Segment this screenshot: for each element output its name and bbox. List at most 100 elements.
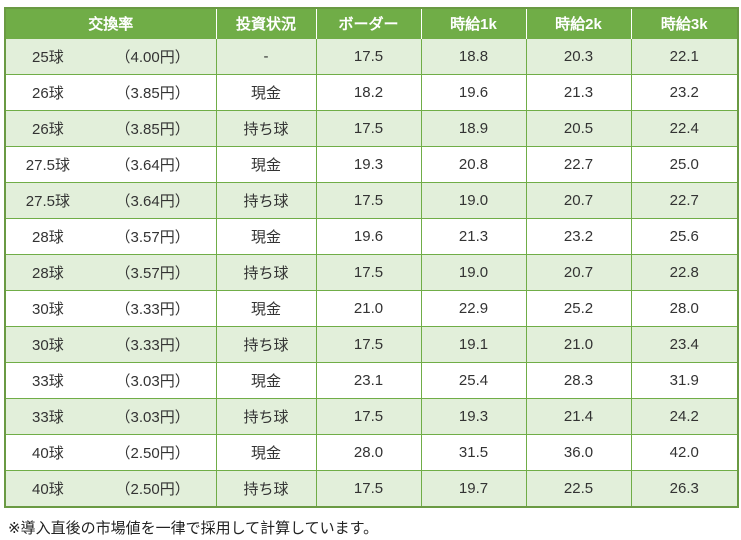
cell-wage-3k: 22.4 (630, 110, 739, 147)
table-row: 26球 （3.85円） 持ち球 17.5 18.9 20.5 22.4 (4, 110, 739, 147)
cell-wage-1k: 19.3 (420, 398, 527, 435)
cell-border: 19.6 (315, 218, 422, 255)
cell-wage-1k: 31.5 (420, 434, 527, 471)
exchange-rate-balls: 40球 (32, 445, 64, 462)
exchange-rate-yen: （2.50円） (115, 481, 190, 498)
cell-wage-3k: 25.0 (630, 146, 739, 183)
exchange-rate-yen: （3.64円） (115, 157, 190, 174)
cell-wage-3k: 26.3 (630, 470, 739, 508)
cell-exchange-rate: 33球 （3.03円） (4, 362, 217, 399)
cell-wage-2k: 22.5 (525, 470, 632, 508)
exchange-rate-yen: （3.85円） (115, 121, 190, 138)
table-row: 33球 （3.03円） 持ち球 17.5 19.3 21.4 24.2 (4, 398, 739, 435)
cell-border: 21.0 (315, 290, 422, 327)
cell-wage-2k: 22.7 (525, 146, 632, 183)
cell-border: 17.5 (315, 110, 422, 147)
table-row: 33球 （3.03円） 現金 23.1 25.4 28.3 31.9 (4, 362, 739, 399)
cell-investment-status: 現金 (215, 362, 317, 399)
table-header: 交換率 投資状況 ボーダー 時給1k 時給2k 時給3k (5, 8, 738, 39)
cell-investment-status: 持ち球 (215, 110, 317, 147)
cell-exchange-rate: 28球 （3.57円） (4, 254, 217, 291)
table-row: 30球 （3.33円） 現金 21.0 22.9 25.2 28.0 (4, 290, 739, 327)
cell-border: 17.5 (315, 254, 422, 291)
cell-exchange-rate: 33球 （3.03円） (4, 398, 217, 435)
cell-wage-3k: 22.1 (630, 38, 739, 75)
table-row: 30球 （3.33円） 持ち球 17.5 19.1 21.0 23.4 (4, 326, 739, 363)
cell-wage-2k: 23.2 (525, 218, 632, 255)
cell-wage-2k: 20.5 (525, 110, 632, 147)
cell-wage-1k: 19.0 (420, 182, 527, 219)
footnote: ※導入直後の市場値を一律で採用して計算しています。 (8, 520, 379, 537)
cell-investment-status: - (215, 38, 317, 75)
exchange-rate-yen: （3.33円） (115, 337, 190, 354)
col-header-investment-status: 投資状況 (215, 8, 316, 39)
cell-exchange-rate: 26球 （3.85円） (4, 110, 217, 147)
cell-wage-1k: 18.8 (420, 38, 527, 75)
exchange-rate-balls: 33球 (32, 409, 64, 426)
cell-wage-2k: 20.7 (525, 254, 632, 291)
exchange-rate-balls: 28球 (32, 265, 64, 282)
cell-exchange-rate: 27.5球 （3.64円） (4, 146, 217, 183)
cell-wage-1k: 22.9 (420, 290, 527, 327)
cell-wage-2k: 21.0 (525, 326, 632, 363)
cell-border: 18.2 (315, 74, 422, 111)
cell-wage-2k: 20.7 (525, 182, 632, 219)
exchange-rate-yen: （3.33円） (115, 301, 190, 318)
header-row: 交換率 投資状況 ボーダー 時給1k 時給2k 時給3k (5, 8, 738, 39)
cell-investment-status: 現金 (215, 146, 317, 183)
cell-wage-2k: 25.2 (525, 290, 632, 327)
cell-investment-status: 持ち球 (215, 398, 317, 435)
exchange-rate-balls: 33球 (32, 373, 64, 390)
col-header-wage-2k: 時給2k (525, 8, 631, 39)
col-header-border: ボーダー (315, 8, 421, 39)
cell-wage-3k: 22.8 (630, 254, 739, 291)
cell-wage-3k: 23.4 (630, 326, 739, 363)
table-body: 25球 （4.00円） -17.5 18.8 20.3 22.1 26球 （3.85円） 現金 1… (4, 38, 739, 508)
cell-wage-3k: 42.0 (630, 434, 739, 471)
cell-exchange-rate: 40球 （2.50円） (4, 434, 217, 471)
cell-wage-1k: 21.3 (420, 218, 527, 255)
exchange-rate-yen: （3.03円） (115, 373, 190, 390)
exchange-rate-yen: （3.64円） (115, 193, 190, 210)
cell-wage-3k: 22.7 (630, 182, 739, 219)
cell-wage-2k: 20.3 (525, 38, 632, 75)
col-header-wage-3k: 時給3k (630, 8, 738, 39)
cell-wage-2k: 21.3 (525, 74, 632, 111)
cell-wage-3k: 25.6 (630, 218, 739, 255)
cell-exchange-rate: 27.5球 （3.64円） (4, 182, 217, 219)
cell-wage-1k: 19.6 (420, 74, 527, 111)
table-row: 27.5球 （3.64円） 現金 19.3 20.8 22.7 25.0 (4, 146, 739, 183)
cell-wage-1k: 19.0 (420, 254, 527, 291)
exchange-rate-yen: （3.85円） (115, 85, 190, 102)
table-row: 26球 （3.85円） 現金 18.2 19.6 21.3 23.2 (4, 74, 739, 111)
cell-investment-status: 持ち球 (215, 326, 317, 363)
exchange-rate-yen: （4.00円） (115, 49, 190, 66)
cell-wage-3k: 31.9 (630, 362, 739, 399)
cell-wage-1k: 20.8 (420, 146, 527, 183)
exchange-rate-balls: 27.5球 (25, 193, 70, 210)
cell-investment-status: 持ち球 (215, 470, 317, 508)
cell-wage-3k: 28.0 (630, 290, 739, 327)
cell-border: 23.1 (315, 362, 422, 399)
table-row: 25球 （4.00円） -17.5 18.8 20.3 22.1 (4, 38, 739, 75)
col-header-exchange-rate: 交換率 (5, 8, 216, 39)
cell-exchange-rate: 26球 （3.85円） (4, 74, 217, 111)
cell-investment-status: 持ち球 (215, 182, 317, 219)
table-row: 28球 （3.57円） 持ち球 17.5 19.0 20.7 22.8 (4, 254, 739, 291)
exchange-rate-yen: （2.50円） (115, 445, 190, 462)
cell-border: 17.5 (315, 470, 422, 508)
exchange-rate-yen: （3.57円） (115, 229, 190, 246)
cell-border: 17.5 (315, 38, 422, 75)
cell-border: 17.5 (315, 398, 422, 435)
cell-exchange-rate: 28球 （3.57円） (4, 218, 217, 255)
exchange-rate-balls: 27.5球 (25, 157, 70, 174)
table-row: 27.5球 （3.64円） 持ち球 17.5 19.0 20.7 22.7 (4, 182, 739, 219)
exchange-rate-balls: 28球 (32, 229, 64, 246)
cell-wage-1k: 19.1 (420, 326, 527, 363)
cell-border: 17.5 (315, 326, 422, 363)
cell-wage-2k: 28.3 (525, 362, 632, 399)
cell-exchange-rate: 30球 （3.33円） (4, 290, 217, 327)
exchange-rate-balls: 30球 (32, 337, 64, 354)
table-row: 40球 （2.50円） 持ち球 17.5 19.7 22.5 26.3 (4, 470, 739, 508)
cell-wage-1k: 25.4 (420, 362, 527, 399)
